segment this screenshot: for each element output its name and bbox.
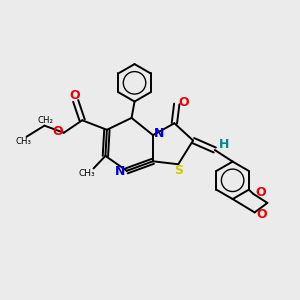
Text: O: O: [52, 125, 63, 138]
Text: N: N: [154, 128, 165, 140]
Text: CH₃: CH₃: [15, 137, 31, 146]
Text: O: O: [178, 96, 189, 109]
Text: O: O: [257, 208, 267, 221]
Text: N: N: [115, 166, 125, 178]
Text: O: O: [256, 186, 266, 199]
Text: O: O: [69, 88, 80, 101]
Text: H: H: [218, 138, 229, 151]
Text: CH₂: CH₂: [37, 116, 53, 125]
Text: CH₃: CH₃: [79, 169, 95, 178]
Text: S: S: [174, 164, 183, 177]
